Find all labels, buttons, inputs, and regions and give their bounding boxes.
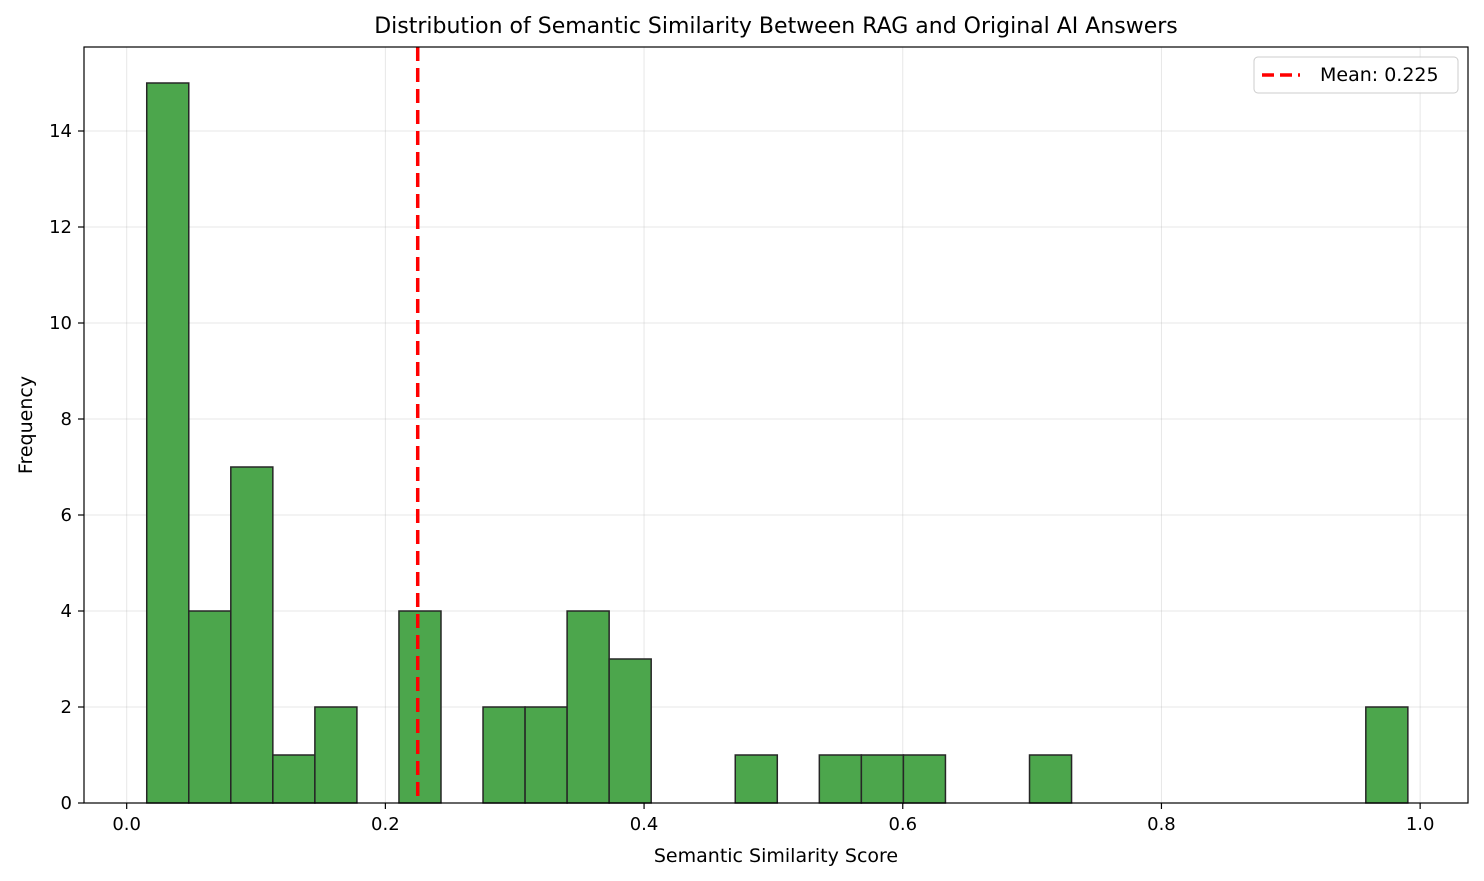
y-tick-label: 12	[49, 217, 72, 238]
x-tick-label: 0.4	[630, 814, 659, 835]
histogram-bar	[734, 754, 779, 804]
y-axis-label: Frequency	[15, 376, 37, 474]
histogram-bar	[398, 610, 442, 804]
histogram-bar	[482, 706, 526, 804]
histogram-bars	[145, 82, 1409, 804]
x-tick-label: 0.8	[1147, 814, 1176, 835]
plot-frame	[83, 46, 1469, 804]
legend: Mean: 0.225	[1253, 56, 1459, 94]
histogram-bar	[145, 82, 190, 804]
y-tick-label: 2	[61, 697, 72, 718]
x-tick-label: 1.0	[1406, 814, 1435, 835]
histogram-bar	[188, 610, 232, 804]
histogram-bar	[230, 466, 274, 804]
y-axis-ticks: 0 2 4 6 8 10 12 14	[49, 121, 84, 814]
histogram-bar	[608, 658, 652, 804]
histogram-bar	[1028, 754, 1073, 804]
y-tick-label: 8	[61, 409, 72, 430]
y-tick-label: 14	[49, 121, 72, 142]
y-tick-label: 6	[61, 505, 72, 526]
x-axis-label: Semantic Similarity Score	[654, 845, 898, 867]
histogram-bar	[272, 754, 316, 804]
histogram-bar	[902, 754, 947, 804]
y-tick-label: 0	[61, 793, 72, 814]
histogram-bar	[860, 754, 905, 804]
x-axis-ticks: 0.0 0.2 0.4 0.6 0.8 1.0	[112, 803, 1434, 835]
legend-box	[1253, 56, 1459, 94]
histogram-bar	[314, 706, 358, 804]
grid-lines	[84, 47, 1468, 804]
y-tick-label: 10	[49, 313, 72, 334]
x-tick-label: 0.0	[112, 814, 141, 835]
histogram-bar	[818, 754, 863, 804]
histogram-bar	[566, 610, 610, 804]
legend-mean-label: Mean: 0.225	[1320, 64, 1439, 86]
histogram-bar	[524, 706, 568, 804]
x-tick-label: 0.2	[371, 814, 400, 835]
chart-title: Distribution of Semantic Similarity Betw…	[374, 14, 1178, 39]
x-tick-label: 0.6	[888, 814, 917, 835]
histogram-bar	[1365, 706, 1409, 804]
y-tick-label: 4	[61, 601, 72, 622]
